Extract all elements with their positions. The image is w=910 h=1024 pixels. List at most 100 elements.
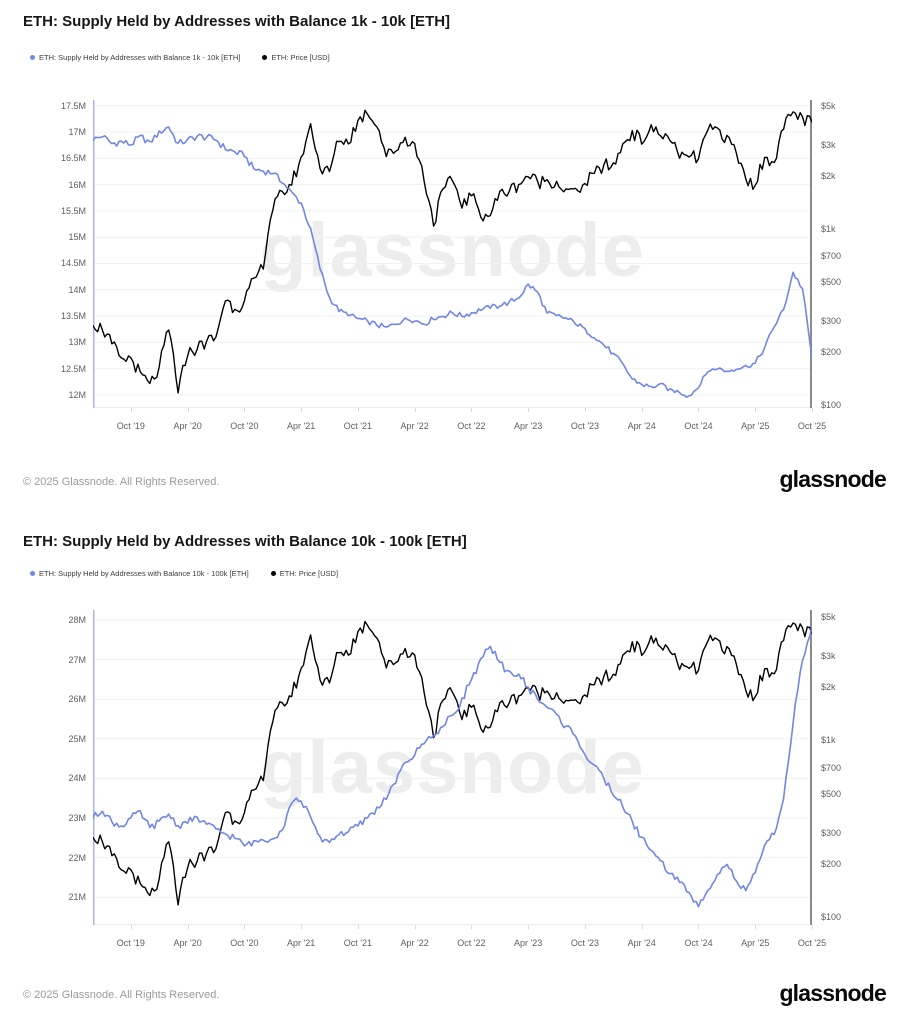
- right-axis-tick-label: $300: [821, 315, 842, 326]
- x-axis-tick-mark: [584, 408, 586, 412]
- left-axis-tick-label: 24M: [68, 773, 86, 784]
- chart-plot-area: [93, 100, 812, 408]
- x-axis-tick-mark: [187, 408, 189, 412]
- x-axis-tick-mark: [641, 408, 643, 412]
- left-axis-tick-label: 16M: [68, 179, 86, 190]
- x-axis-tick-mark: [357, 925, 359, 929]
- left-axis-tick-label: 12M: [68, 389, 86, 400]
- supply-series-dot-icon: [30, 571, 35, 576]
- x-axis-tick-mark: [244, 925, 246, 929]
- x-axis-tick-label: Oct '22: [457, 938, 486, 948]
- x-axis-tick-label: Oct '19: [116, 938, 145, 948]
- right-axis-tick-label: $1k: [821, 223, 836, 234]
- right-axis-tick-label: $2k: [821, 682, 836, 693]
- x-axis-tick-label: Apr '21: [287, 421, 316, 431]
- x-axis-tick-label: Apr '24: [627, 938, 656, 948]
- x-axis-tick-label: Apr '25: [741, 938, 770, 948]
- left-axis-tick-label: 14M: [68, 284, 86, 295]
- left-axis-tick-label: 27M: [68, 654, 86, 665]
- chart-legend: ETH: Supply Held by Addresses with Balan…: [30, 569, 338, 578]
- x-axis-tick-mark: [244, 408, 246, 412]
- price-series-dot-icon: [262, 55, 268, 60]
- x-axis-tick-mark: [414, 925, 416, 929]
- x-axis-tick-mark: [584, 925, 586, 929]
- right-axis-tick-label: $5k: [821, 612, 836, 623]
- x-axis-tick-label: Oct '24: [684, 938, 713, 948]
- left-axis-tick-label: 25M: [68, 733, 86, 744]
- left-axis-tick-label: 26M: [68, 694, 86, 705]
- x-axis-tick-mark: [301, 925, 303, 929]
- left-axis-tick-label: 17.5M: [60, 100, 86, 111]
- x-axis-tick-label: Apr '23: [514, 421, 543, 431]
- x-axis-tick-label: Apr '22: [400, 421, 429, 431]
- x-axis-tick-mark: [528, 408, 530, 412]
- left-axis-tick-label: 17M: [68, 127, 86, 138]
- right-axis-tick-label: $700: [821, 251, 842, 262]
- x-axis-tick-label: Oct '21: [343, 421, 372, 431]
- x-axis-tick-mark: [812, 925, 813, 929]
- x-axis-tick-label: Oct '19: [116, 421, 145, 431]
- x-axis-tick-mark: [698, 408, 700, 412]
- price-series-dot-icon: [270, 571, 276, 576]
- chart-plot-area: [93, 610, 812, 925]
- left-axis-tick-label: 21M: [68, 892, 86, 903]
- x-axis-tick-label: Oct '25: [797, 421, 827, 431]
- x-axis-tick-label: Apr '23: [514, 938, 543, 948]
- left-axis-tick-label: 13M: [68, 337, 86, 348]
- right-axis-tick-label: $700: [821, 762, 842, 773]
- left-axis-tick-label: 13.5M: [60, 311, 86, 322]
- x-axis-tick-mark: [698, 925, 700, 929]
- chart-title: ETH: Supply Held by Addresses with Balan…: [23, 13, 451, 30]
- x-axis-tick-mark: [755, 925, 757, 929]
- x-axis-tick-label: Apr '24: [627, 421, 656, 431]
- left-axis-tick-label: 16.5M: [60, 153, 86, 164]
- supply-series-label: ETH: Supply Held by Addresses with Balan…: [39, 53, 241, 62]
- x-axis-tick-label: Oct '24: [684, 421, 713, 431]
- x-axis-tick-label: Oct '23: [570, 421, 600, 431]
- x-axis-tick-label: Oct '25: [797, 938, 827, 948]
- right-axis-tick-label: $100: [821, 399, 842, 410]
- copyright-text: © 2025 Glassnode. All Rights Reserved.: [23, 476, 220, 488]
- right-axis-tick-label: $300: [821, 827, 842, 838]
- right-axis-tick-label: $3k: [821, 651, 836, 662]
- x-axis-tick-mark: [130, 925, 132, 929]
- legend-item-price: ETH: Price [USD]: [262, 53, 330, 62]
- x-axis-tick-label: Apr '21: [287, 938, 316, 948]
- legend-item-price: ETH: Price [USD]: [270, 569, 339, 578]
- x-axis-tick-mark: [301, 408, 303, 412]
- left-axis-tick-label: 15M: [68, 232, 86, 243]
- left-axis-tick-label: 15.5M: [60, 205, 86, 216]
- x-axis-tick-mark: [414, 408, 416, 412]
- right-axis-tick-label: $200: [821, 858, 842, 869]
- x-axis-tick-mark: [528, 925, 530, 929]
- left-axis-tick-label: 12.5M: [60, 363, 86, 374]
- left-axis-tick-label: 22M: [68, 852, 86, 863]
- x-axis-tick-mark: [641, 925, 643, 929]
- x-axis-tick-mark: [471, 408, 473, 412]
- price-series-label: ETH: Price [USD]: [279, 569, 339, 578]
- x-axis-tick-mark: [471, 925, 473, 929]
- right-axis-tick-label: $2k: [821, 170, 836, 181]
- chart-canvas: [93, 610, 812, 925]
- x-axis-tick-label: Apr '25: [741, 421, 770, 431]
- x-axis-tick-label: Oct '21: [343, 938, 372, 948]
- x-axis-tick-label: Apr '22: [400, 938, 429, 948]
- x-axis-tick-label: Oct '23: [570, 938, 600, 948]
- supply-series-label: ETH: Supply Held by Addresses with Balan…: [39, 569, 249, 578]
- copyright-text: © 2025 Glassnode. All Rights Reserved.: [23, 989, 220, 1001]
- right-axis-tick-label: $5k: [821, 100, 836, 111]
- x-axis-tick-label: Oct '20: [230, 421, 259, 431]
- supply-series-dot-icon: [30, 55, 35, 60]
- left-axis-tick-label: 14.5M: [60, 258, 86, 269]
- right-axis-tick-label: $1k: [821, 735, 836, 746]
- glassnode-logo: glassnode: [779, 466, 886, 492]
- chart-canvas: [93, 100, 812, 408]
- left-axis-tick-label: 23M: [68, 813, 86, 824]
- chart-section-1: ETH: Supply Held by Addresses with Balan…: [23, 13, 887, 492]
- right-axis-tick-label: $100: [821, 911, 842, 922]
- x-axis-tick-label: Apr '20: [173, 938, 202, 948]
- price-series-label: ETH: Price [USD]: [271, 53, 330, 62]
- x-axis-tick-mark: [130, 408, 132, 412]
- x-axis-tick-label: Oct '20: [230, 938, 259, 948]
